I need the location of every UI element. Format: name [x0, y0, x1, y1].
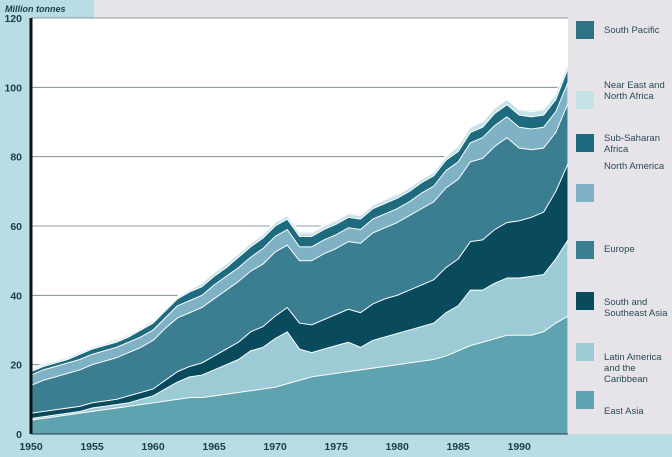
y-tick-label: 20 — [10, 360, 22, 372]
legend-swatch — [576, 91, 594, 109]
y-axis-band — [0, 0, 30, 434]
y-tick-label: 100 — [4, 82, 22, 94]
unit-label-box — [0, 0, 94, 18]
x-tick-label: 1970 — [263, 441, 287, 453]
x-tick-label: 1965 — [202, 441, 226, 453]
legend-label: Latin America and the Caribbean — [604, 352, 662, 385]
x-tick-label: 1975 — [324, 441, 348, 453]
y-tick-labels: 0 20 40 60 80 100 120 — [4, 13, 22, 441]
y-tick-label: 120 — [4, 13, 22, 25]
x-tick-label: 1985 — [446, 441, 470, 453]
legend-label: Near East and North Africa — [604, 80, 665, 102]
legend-label: South and Southeast Asia — [604, 297, 668, 319]
legend-swatch — [576, 241, 594, 259]
legend-swatch — [576, 343, 594, 361]
x-tick-labels: 1950 1955 1960 1965 1970 1975 1980 1985 1990 — [19, 441, 531, 453]
x-tick-label: 1955 — [80, 441, 104, 453]
legend-swatch — [576, 134, 594, 152]
x-tick-label: 1960 — [141, 441, 165, 453]
x-tick-label: 1980 — [385, 441, 409, 453]
legend-swatch — [576, 184, 594, 202]
y-tick-label: 60 — [10, 221, 22, 233]
legend-swatch — [576, 292, 594, 310]
y-tick-label: 0 — [16, 429, 22, 441]
legend: South Pacific Near East and North Africa… — [568, 18, 672, 434]
y-tick-label: 80 — [10, 152, 22, 164]
legend-label: North America — [604, 161, 665, 172]
top-band — [94, 0, 672, 18]
legend-label: East Asia — [604, 406, 644, 417]
legend-swatch — [576, 391, 594, 409]
legend-label: Europe — [604, 244, 635, 255]
legend-label: Sub-Saharan Africa — [604, 133, 660, 155]
x-tick-label: 1990 — [508, 441, 532, 453]
legend-swatch — [576, 21, 594, 39]
y-axis-unit-label: Million tonnes — [5, 4, 66, 14]
x-tick-label: 1950 — [19, 441, 43, 453]
y-tick-label: 40 — [10, 290, 22, 302]
legend-label: South Pacific — [604, 25, 660, 36]
